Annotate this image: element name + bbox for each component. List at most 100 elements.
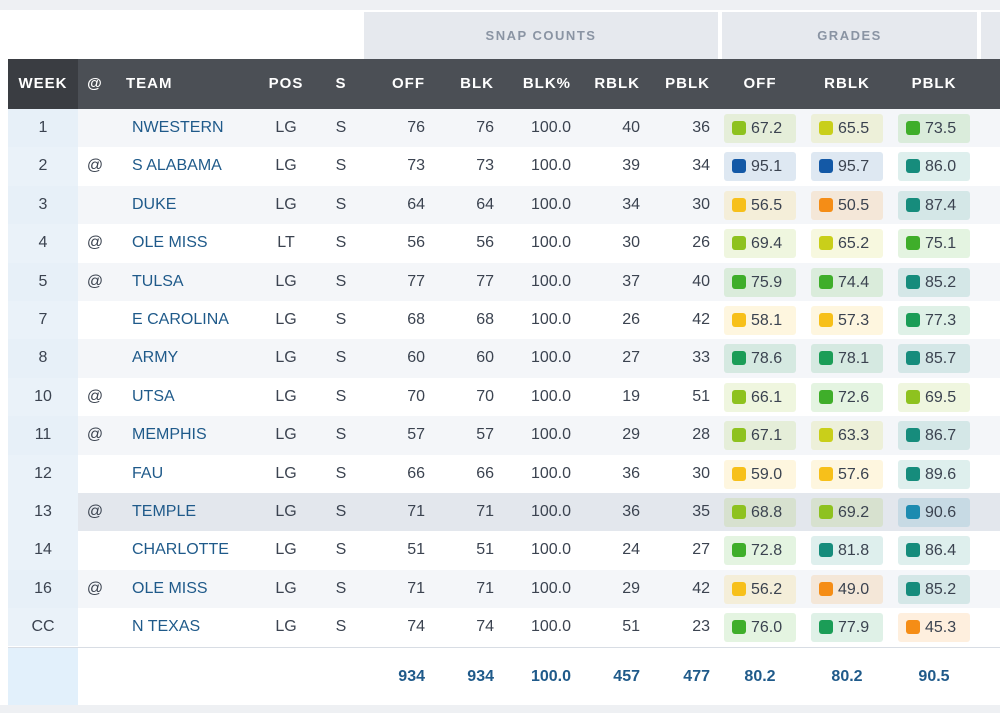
cell-rblk: 36 — [622, 502, 640, 520]
table-row[interactable]: 8 ARMY LG S 60 60 100.0 27 33 78.6 78.1 85.7 — [8, 339, 1000, 378]
grade-pblk-cell: 86.4 — [898, 536, 970, 566]
header-blk-pct[interactable]: BLK% — [522, 75, 571, 92]
header-grade-rblk[interactable]: RBLK — [824, 75, 870, 92]
cell-rblk: 27 — [622, 349, 640, 367]
cell-off: 70 — [407, 387, 425, 405]
cell-team[interactable]: TEMPLE — [132, 502, 197, 520]
cell-team[interactable]: FAU — [132, 464, 164, 482]
cell-pblk: 40 — [692, 272, 710, 290]
header-pblk[interactable]: PBLK — [665, 75, 710, 92]
table-row[interactable]: 14 CHARLOTTE LG S 51 51 100.0 24 27 72.8 81.8 86.4 — [8, 531, 1000, 570]
cell-team[interactable]: N TEXAS — [132, 618, 201, 636]
header-team[interactable]: TEAM — [126, 75, 173, 92]
header-pos[interactable]: POS — [268, 75, 304, 92]
grade-swatch — [906, 620, 920, 635]
table-row[interactable]: 1 NWESTERN LG S 76 76 100.0 40 36 67.2 65.5 73.5 — [8, 109, 1000, 148]
table-row[interactable]: 4 @ OLE MISS LT S 56 56 100.0 30 26 69.4 65.2 75.1 — [8, 224, 1000, 263]
grade-off-value: 75.9 — [751, 273, 783, 291]
grade-rblk-cell: 63.3 — [811, 421, 883, 451]
table-row[interactable]: 13 @ TEMPLE LG S 71 71 100.0 36 35 68.8 69.2 90.6 — [8, 492, 1000, 532]
cell-blk-pct: 100.0 — [530, 234, 571, 252]
cell-blk: 68 — [476, 310, 494, 328]
grade-off-cell: 68.8 — [724, 497, 796, 527]
cell-pblk: 27 — [692, 541, 710, 559]
grade-swatch — [906, 236, 920, 251]
total-pblk: 477 — [683, 668, 710, 685]
cell-off: 57 — [407, 426, 425, 444]
cell-off: 68 — [407, 310, 425, 328]
cell-team[interactable]: ARMY — [132, 349, 179, 367]
grade-swatch — [819, 312, 833, 327]
grade-pblk-cell: 87.4 — [898, 190, 970, 220]
grade-swatch — [906, 389, 920, 404]
cell-blk: 66 — [476, 464, 494, 482]
cell-team[interactable]: DUKE — [132, 195, 177, 213]
cell-blk: 74 — [476, 618, 494, 636]
cell-blk: 56 — [476, 234, 494, 252]
table-row[interactable]: 2 @ S ALABAMA LG S 73 73 100.0 39 34 95.1 95.7 86.0 — [8, 147, 1000, 186]
table-row[interactable]: 11 @ MEMPHIS LG S 57 57 100.0 29 28 67.1 63.3 86.7 — [8, 416, 1000, 455]
cell-team[interactable]: NWESTERN — [132, 119, 224, 136]
cell-week: 16 — [8, 569, 78, 609]
cell-week: 13 — [8, 492, 78, 532]
cell-s: S — [335, 541, 347, 559]
header-grade-off[interactable]: OFF — [743, 75, 777, 92]
grade-swatch — [732, 236, 746, 251]
table-row[interactable]: 10 @ UTSA LG S 70 70 100.0 19 51 66.1 72.6 69.5 — [8, 377, 1000, 417]
header-blk[interactable]: BLK — [460, 75, 494, 92]
grade-swatch — [906, 466, 920, 481]
cell-week: 12 — [8, 454, 78, 493]
header-rblk[interactable]: RBLK — [594, 75, 640, 92]
cell-pblk: 35 — [692, 502, 710, 520]
cell-at: @ — [86, 272, 104, 290]
grade-off-cell: 78.6 — [724, 344, 796, 374]
cell-team[interactable]: OLE MISS — [132, 579, 208, 597]
grade-off-value: 67.2 — [751, 120, 783, 137]
table-row[interactable]: 7 E CAROLINA LG S 68 68 100.0 26 42 58.1 57.3 77.3 — [8, 300, 1000, 340]
grade-swatch — [732, 197, 746, 212]
cell-s: S — [335, 195, 347, 213]
cell-s: S — [335, 234, 347, 252]
cell-team[interactable]: TULSA — [132, 272, 184, 290]
cell-team[interactable]: MEMPHIS — [132, 426, 207, 444]
header-grade-pblk[interactable]: PBLK — [911, 75, 957, 92]
table-row[interactable]: 3 DUKE LG S 64 64 100.0 34 30 56.5 50.5 87.4 — [8, 185, 1000, 225]
group-next — [981, 12, 1000, 59]
cell-s: S — [335, 426, 347, 444]
cell-team[interactable]: S ALABAMA — [132, 157, 222, 175]
cell-team[interactable]: OLE MISS — [132, 234, 208, 252]
cell-blk-pct: 100.0 — [530, 464, 571, 482]
grade-rblk-cell: 57.6 — [811, 459, 883, 489]
cell-at: @ — [86, 579, 104, 597]
cell-at: @ — [86, 234, 104, 252]
cell-off: 73 — [407, 157, 425, 175]
table-row[interactable]: 5 @ TULSA LG S 77 77 100.0 37 40 75.9 74.4 85.2 — [8, 262, 1000, 301]
table-row[interactable]: CC N TEXAS LG S 74 74 100.0 51 23 76.0 77.9 45.3 — [8, 608, 1000, 647]
grade-off-value: 67.1 — [751, 427, 783, 445]
grade-swatch — [906, 351, 920, 366]
cell-team[interactable]: CHARLOTTE — [132, 541, 229, 559]
cell-team[interactable]: E CAROLINA — [132, 310, 229, 328]
cell-pos: LG — [275, 195, 297, 213]
cell-week: 2 — [8, 147, 78, 186]
grade-pblk-cell: 89.6 — [898, 459, 970, 489]
cell-team[interactable]: UTSA — [132, 387, 175, 405]
header-week[interactable]: WEEK — [8, 59, 78, 109]
grade-swatch — [819, 197, 833, 212]
cell-at: @ — [86, 157, 104, 175]
header-at[interactable]: @ — [87, 75, 103, 92]
table-header: WEEK @ TEAM POS S OFF BLK BLK% RBLK PBLK… — [8, 59, 1000, 109]
grade-swatch — [732, 504, 746, 519]
grade-off-value: 72.8 — [751, 542, 783, 560]
cell-s: S — [335, 349, 347, 367]
grade-pblk-value: 45.3 — [925, 619, 957, 637]
grade-swatch — [732, 121, 746, 135]
table-row[interactable]: 12 FAU LG S 66 66 100.0 36 30 59.0 57.6 89.6 — [8, 454, 1000, 493]
grade-pblk-value: 89.6 — [925, 465, 957, 483]
header-s[interactable]: S — [335, 75, 347, 92]
grade-pblk-cell: 69.5 — [898, 382, 970, 412]
cell-off: 71 — [407, 502, 425, 520]
header-off[interactable]: OFF — [392, 75, 425, 92]
grade-off-cell: 95.1 — [724, 152, 796, 182]
table-row[interactable]: 16 @ OLE MISS LG S 71 71 100.0 29 42 56.2 49.0 85.2 — [8, 569, 1000, 609]
